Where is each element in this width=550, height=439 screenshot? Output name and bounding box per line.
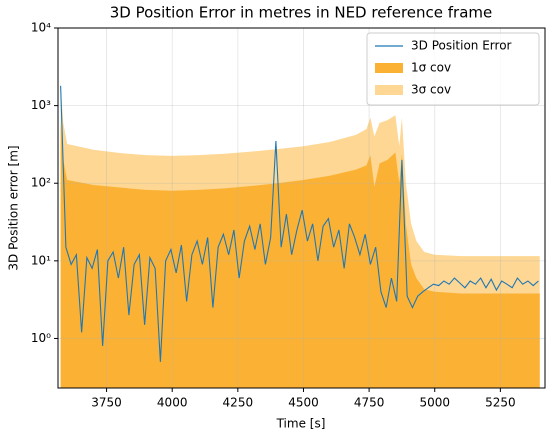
legend-label: 3σ cov: [411, 83, 451, 97]
legend-label: 3D Position Error: [411, 39, 512, 53]
cov-area: [60, 122, 540, 388]
axes: 3750 4000 4250 4500 4750 5000 5250 10⁰ 10¹ 10² 10³…: [31, 21, 516, 410]
chart-title: 3D Position Error in metres in NED refer…: [110, 4, 493, 22]
plot-frame: [57, 27, 546, 389]
legend-label: 1σ cov: [411, 61, 451, 75]
areas: [60, 85, 540, 388]
y-tick-label: 10²: [31, 176, 51, 190]
y-tick-label: 10⁴: [31, 21, 51, 35]
y-tick-label: 10⁰: [31, 331, 51, 345]
x-tick-label: 5000: [419, 396, 450, 410]
error-line: [60, 85, 539, 362]
y-axis-label: 3D Position error [m]: [7, 145, 21, 270]
x-tick-label: 3750: [91, 396, 122, 410]
x-tick-label: 4750: [354, 396, 385, 410]
legend-swatch: [375, 63, 403, 73]
legend-swatch: [375, 85, 403, 95]
x-axis-label: Time [s]: [276, 417, 326, 431]
legend-box: [366, 32, 540, 106]
lines: [60, 85, 539, 362]
legend: 3D Position Error 1σ cov 3σ cov: [366, 32, 540, 106]
x-tick-label: 4000: [157, 396, 188, 410]
y-tick-label: 10³: [31, 98, 51, 112]
x-tick-label: 4250: [223, 396, 254, 410]
y-tick-label: 10¹: [31, 253, 51, 267]
x-tick-label: 4500: [288, 396, 319, 410]
x-tick-label: 5250: [485, 396, 516, 410]
